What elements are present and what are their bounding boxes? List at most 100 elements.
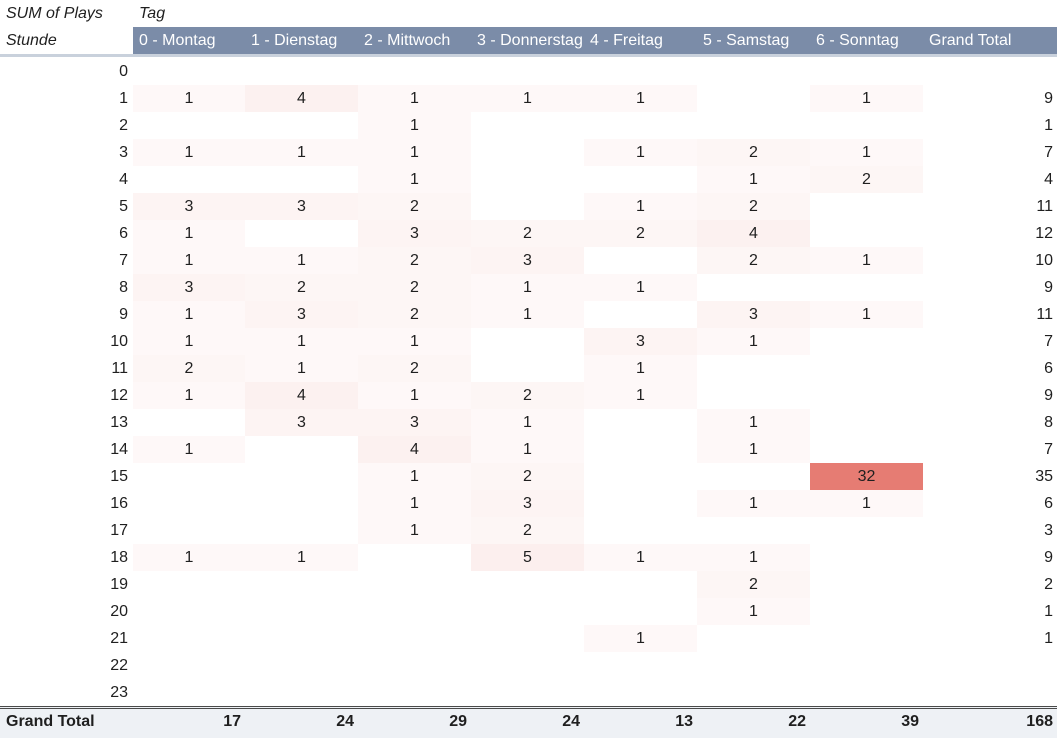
- value-cell-montag[interactable]: [133, 463, 245, 490]
- value-cell-donnerstag[interactable]: [471, 193, 584, 220]
- value-cell-samstag[interactable]: [697, 382, 810, 409]
- value-cell-samstag[interactable]: [697, 652, 810, 679]
- grand-total-montag[interactable]: 17: [223, 713, 241, 730]
- value-cell-dienstag[interactable]: 3: [245, 301, 358, 328]
- value-cell-mittwoch[interactable]: [358, 652, 471, 679]
- value-cell-sonntag[interactable]: 1: [810, 247, 923, 274]
- value-cell-samstag[interactable]: [697, 274, 810, 301]
- row-grand-total[interactable]: 1: [1044, 117, 1053, 134]
- value-cell-dienstag[interactable]: 1: [245, 139, 358, 166]
- value-cell-mittwoch[interactable]: 2: [358, 274, 471, 301]
- value-cell-dienstag[interactable]: 4: [245, 85, 358, 112]
- value-cell-freitag[interactable]: [584, 112, 697, 139]
- value-cell-samstag[interactable]: [697, 85, 810, 112]
- row-header-hour[interactable]: 16: [110, 495, 128, 512]
- row-header-hour[interactable]: 14: [110, 441, 128, 458]
- value-cell-sonntag[interactable]: [810, 544, 923, 571]
- column-header-mittwoch[interactable]: 2 - Mittwoch: [364, 32, 451, 49]
- row-grand-total[interactable]: [923, 679, 1057, 706]
- value-cell-donnerstag[interactable]: [471, 598, 584, 625]
- value-cell-sonntag[interactable]: [810, 409, 923, 436]
- value-cell-freitag[interactable]: 1: [584, 625, 697, 652]
- value-cell-samstag[interactable]: 2: [697, 571, 810, 598]
- value-cell-dienstag[interactable]: 1: [245, 328, 358, 355]
- value-cell-montag[interactable]: 1: [133, 85, 245, 112]
- value-cell-mittwoch[interactable]: [358, 598, 471, 625]
- value-cell-montag[interactable]: 1: [133, 382, 245, 409]
- row-grand-total[interactable]: [923, 58, 1057, 85]
- value-cell-mittwoch[interactable]: 2: [358, 247, 471, 274]
- value-cell-freitag[interactable]: [584, 490, 697, 517]
- value-cell-sonntag[interactable]: [810, 274, 923, 301]
- row-grand-total[interactable]: 7: [1044, 441, 1053, 458]
- value-cell-dienstag[interactable]: [245, 58, 358, 85]
- value-cell-freitag[interactable]: 1: [584, 193, 697, 220]
- value-cell-sonntag[interactable]: [810, 517, 923, 544]
- value-cell-donnerstag[interactable]: 1: [471, 436, 584, 463]
- value-cell-freitag[interactable]: [584, 166, 697, 193]
- value-cell-samstag[interactable]: 1: [697, 409, 810, 436]
- value-cell-donnerstag[interactable]: [471, 625, 584, 652]
- value-cell-montag[interactable]: [133, 112, 245, 139]
- row-header-hour[interactable]: 0: [119, 63, 128, 80]
- row-grand-total[interactable]: [923, 652, 1057, 679]
- column-header-dienstag[interactable]: 1 - Dienstag: [251, 32, 338, 49]
- row-header-hour[interactable]: 2: [119, 117, 128, 134]
- value-cell-donnerstag[interactable]: [471, 571, 584, 598]
- value-cell-sonntag[interactable]: [810, 112, 923, 139]
- value-cell-mittwoch[interactable]: [358, 544, 471, 571]
- row-grand-total[interactable]: 11: [1036, 306, 1053, 323]
- value-cell-sonntag[interactable]: [810, 679, 923, 706]
- value-cell-sonntag[interactable]: [810, 571, 923, 598]
- value-cell-dienstag[interactable]: [245, 517, 358, 544]
- value-cell-mittwoch[interactable]: 1: [358, 490, 471, 517]
- row-header-hour[interactable]: 6: [119, 225, 128, 242]
- grand-total-mittwoch[interactable]: 29: [449, 713, 467, 730]
- value-cell-donnerstag[interactable]: 2: [471, 220, 584, 247]
- value-cell-freitag[interactable]: 2: [584, 220, 697, 247]
- row-header-hour[interactable]: 9: [119, 306, 128, 323]
- value-cell-samstag[interactable]: [697, 679, 810, 706]
- value-cell-samstag[interactable]: [697, 58, 810, 85]
- value-cell-montag[interactable]: [133, 598, 245, 625]
- row-grand-total[interactable]: 9: [1044, 549, 1053, 566]
- value-cell-donnerstag[interactable]: 1: [471, 301, 584, 328]
- row-header-hour[interactable]: 21: [110, 630, 128, 647]
- value-cell-donnerstag[interactable]: 2: [471, 382, 584, 409]
- value-cell-donnerstag[interactable]: [471, 112, 584, 139]
- row-grand-total[interactable]: 6: [1044, 360, 1053, 377]
- value-cell-sonntag[interactable]: [810, 328, 923, 355]
- value-cell-samstag[interactable]: [697, 355, 810, 382]
- row-header-hour[interactable]: 12: [110, 387, 128, 404]
- value-cell-samstag[interactable]: [697, 463, 810, 490]
- value-cell-mittwoch[interactable]: 4: [358, 436, 471, 463]
- grand-total-freitag[interactable]: 13: [675, 713, 693, 730]
- column-header-donnerstag[interactable]: 3 - Donnerstag: [477, 32, 583, 49]
- value-cell-montag[interactable]: [133, 490, 245, 517]
- value-cell-mittwoch[interactable]: 3: [358, 220, 471, 247]
- column-header-sonntag[interactable]: 6 - Sonntag: [816, 32, 899, 49]
- value-cell-donnerstag[interactable]: 1: [471, 274, 584, 301]
- sum-field-label[interactable]: SUM of Plays: [6, 5, 103, 22]
- value-cell-freitag[interactable]: 1: [584, 139, 697, 166]
- column-header-grand-total[interactable]: Grand Total: [929, 32, 1012, 49]
- row-header-hour[interactable]: 1: [119, 90, 128, 107]
- value-cell-mittwoch[interactable]: [358, 625, 471, 652]
- value-cell-samstag[interactable]: 2: [697, 247, 810, 274]
- row-grand-total[interactable]: 10: [1035, 252, 1053, 269]
- value-cell-montag[interactable]: 3: [133, 193, 245, 220]
- value-cell-mittwoch[interactable]: [358, 58, 471, 85]
- row-grand-total[interactable]: 8: [1044, 414, 1053, 431]
- value-cell-freitag[interactable]: [584, 58, 697, 85]
- row-grand-total[interactable]: 9: [1044, 279, 1053, 296]
- value-cell-mittwoch[interactable]: 1: [358, 463, 471, 490]
- row-header-hour[interactable]: 5: [119, 198, 128, 215]
- value-cell-samstag[interactable]: 4: [697, 220, 810, 247]
- value-cell-samstag[interactable]: 1: [697, 598, 810, 625]
- value-cell-dienstag[interactable]: [245, 652, 358, 679]
- value-cell-samstag[interactable]: 1: [697, 328, 810, 355]
- value-cell-montag[interactable]: [133, 652, 245, 679]
- value-cell-samstag[interactable]: [697, 517, 810, 544]
- row-grand-total[interactable]: 3: [1044, 522, 1053, 539]
- row-grand-total[interactable]: 35: [1035, 468, 1053, 485]
